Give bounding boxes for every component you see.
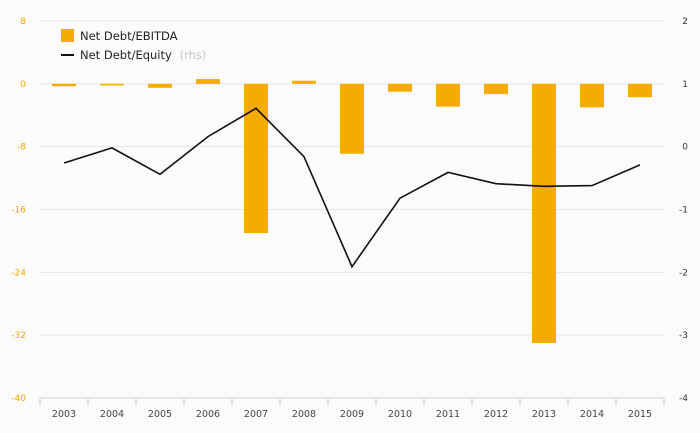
y-axis-left-ticks: 8 0 -8 -16 -24 -32 -40 xyxy=(11,17,26,404)
y-tick-right: -4 xyxy=(679,394,688,404)
legend-label-rhs: (rhs) xyxy=(179,48,206,62)
bar-2003 xyxy=(52,83,76,87)
y-tick-right: -1 xyxy=(679,206,688,216)
legend-label-ebitda: Net Debt/EBITDA xyxy=(80,29,178,43)
x-tick-label: 2013 xyxy=(532,409,556,420)
x-tick-label: 2006 xyxy=(196,409,220,420)
gridlines xyxy=(40,20,664,399)
y-tick-left: -32 xyxy=(11,331,26,341)
bar-2012 xyxy=(484,83,508,95)
bar-2010 xyxy=(388,83,412,92)
bar-2006 xyxy=(196,79,220,84)
bar-2007 xyxy=(244,83,268,234)
x-tick-label: 2014 xyxy=(580,409,604,420)
y-tick-right: 1 xyxy=(682,80,688,90)
x-tick-label: 2012 xyxy=(484,409,508,420)
bar-2008 xyxy=(292,80,316,84)
y-tick-right: -3 xyxy=(679,331,688,341)
y-tick-left: -16 xyxy=(11,206,26,216)
x-tick-label: 2005 xyxy=(148,409,172,420)
legend-swatch-bar xyxy=(61,29,74,42)
bar-2014 xyxy=(580,83,604,108)
bar-2011 xyxy=(436,83,460,107)
bar-2013 xyxy=(532,83,556,344)
y-tick-right: -2 xyxy=(679,268,688,278)
x-tick-label: 2009 xyxy=(340,409,364,420)
bar-2009 xyxy=(340,83,364,154)
x-tick-label: 2015 xyxy=(628,409,652,420)
x-tick-label: 2011 xyxy=(436,409,460,420)
svg-text:Net Debt/Equity (rhs): Net Debt/Equity (rhs) xyxy=(80,48,206,62)
y-axis-right-ticks: 2 1 0 -1 -2 -3 -4 xyxy=(679,17,688,404)
y-tick-left: 0 xyxy=(20,80,26,90)
legend-label-equity: Net Debt/Equity xyxy=(80,48,172,62)
x-tick-label: 2004 xyxy=(100,409,124,420)
x-axis: 2003 2004 2005 2006 2007 2008 2009 2010 2011 2012… xyxy=(39,397,665,420)
y-tick-left: -40 xyxy=(11,394,26,404)
y-tick-right: 2 xyxy=(682,17,688,27)
y-tick-right: 0 xyxy=(682,143,688,153)
y-tick-left: -24 xyxy=(11,268,26,278)
line-series-net-debt-equity xyxy=(63,107,641,269)
bar-2015 xyxy=(628,83,652,98)
x-tick-label: 2008 xyxy=(292,409,316,420)
bar-2005 xyxy=(148,83,172,88)
bar-2004 xyxy=(100,83,124,86)
x-tick-label: 2007 xyxy=(244,409,268,420)
y-tick-left: 8 xyxy=(20,17,26,27)
legend: Net Debt/EBITDA Net Debt/Equity (rhs) xyxy=(61,29,206,62)
bar-series-net-debt-ebitda xyxy=(52,79,652,344)
y-tick-left: -8 xyxy=(17,143,26,153)
x-tick-label: 2003 xyxy=(52,409,76,420)
x-tick-label: 2010 xyxy=(388,409,412,420)
